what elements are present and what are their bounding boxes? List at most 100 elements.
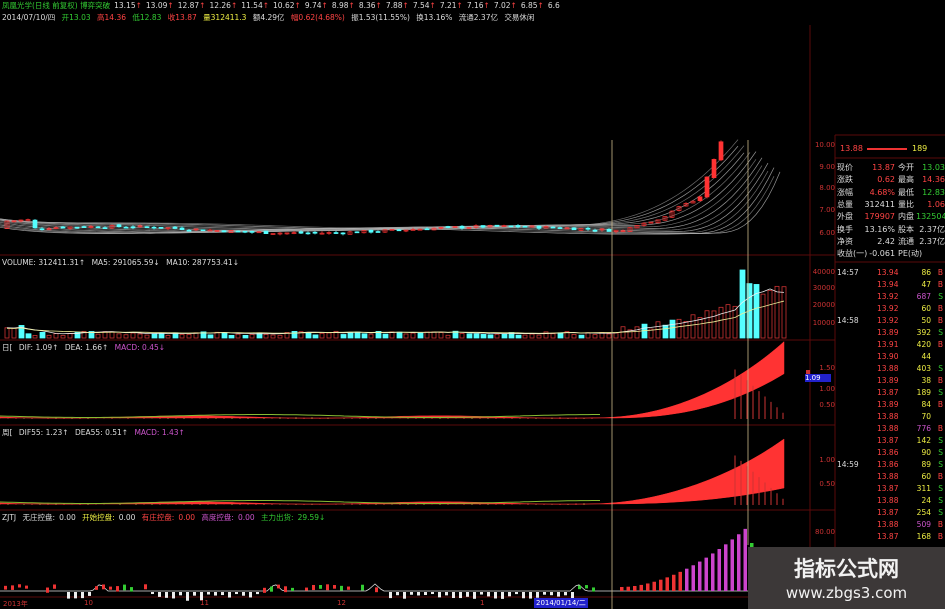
tick-price: 13.88: [877, 472, 899, 481]
tick-row: 13.87 142 S: [837, 435, 945, 447]
volume-ma-line: [6, 300, 785, 334]
tick-side: S: [938, 328, 943, 337]
candle: [326, 232, 332, 234]
zjtj-line: [0, 583, 795, 592]
quote-cell: 外盘 179907: [837, 211, 895, 223]
moving-average-line: [0, 151, 757, 232]
float: 流通2.37亿: [458, 13, 498, 22]
candle: [158, 227, 164, 229]
quote-label: 总量: [837, 199, 853, 209]
zjtj-item-value: 0.00: [237, 513, 255, 522]
candle: [144, 226, 150, 229]
candle: [648, 221, 654, 224]
zjtj-bar: [235, 592, 238, 595]
tick-side: S: [938, 484, 943, 493]
candle: [438, 226, 444, 229]
date-axis-label: 2013年: [3, 600, 28, 608]
up-arrow-icon: ↑: [230, 1, 238, 10]
volume-bar: [109, 331, 115, 339]
candle: [487, 224, 493, 228]
tick-volume: 89: [921, 460, 931, 469]
zjtj-bar: [685, 568, 689, 591]
tick-volume: 509: [916, 520, 931, 529]
candle: [445, 226, 451, 228]
tick-price: 13.88: [877, 364, 899, 373]
volume-bar: [130, 332, 136, 339]
zjtj-bar: [123, 584, 126, 591]
date-axis-label: 12: [337, 599, 346, 607]
zjtj-bar: [724, 544, 728, 591]
candle: [277, 232, 283, 235]
candle: [60, 226, 66, 229]
volume-bar: [179, 334, 185, 339]
candle: [620, 230, 626, 233]
volume-bar: [473, 333, 480, 339]
up-arrow-icon: ↑: [294, 1, 301, 10]
candle: [368, 229, 374, 233]
zjtj-bar: [88, 592, 91, 596]
candle: [431, 227, 437, 231]
candle: [459, 225, 465, 229]
volume-bar: [53, 333, 59, 339]
volume-bar: [452, 330, 459, 339]
volume-bar: [466, 333, 473, 339]
candle: [4, 220, 10, 229]
macd2-period: 周[: [2, 428, 13, 437]
candle: [193, 228, 199, 231]
price-axis-label: 8.00: [819, 184, 835, 192]
zjtj-bar: [424, 592, 427, 596]
ma-header: 凤凰光学(日线 前复权) 博弈突破 13.15↑ 13.09↑ 12.87↑ 12.26…: [2, 1, 568, 10]
zjtj-bar: [691, 565, 695, 591]
volume-label: VOLUME: 312411.31↑ MA5: 291065.59↓ MA10:…: [2, 258, 243, 267]
quote-label: 最低: [898, 187, 914, 197]
candle: [599, 228, 605, 231]
up-arrow-icon: ↑: [510, 1, 517, 10]
candle: [529, 225, 535, 228]
tick-price: 13.91: [877, 340, 899, 349]
watermark-title: 指标公式网: [794, 557, 899, 581]
quote-label: 股本: [898, 224, 914, 234]
quote-value: 179907: [864, 212, 895, 222]
volume-bar: [347, 332, 354, 339]
zjtj-bar: [672, 574, 676, 591]
volume-bar: [270, 334, 276, 339]
quote-value: 2.37亿: [919, 224, 945, 234]
zjtj-bar: [743, 528, 747, 591]
macd-current-value: 1.09: [805, 374, 831, 382]
candle: [403, 229, 409, 232]
zjtj-bar: [221, 592, 224, 596]
quote-value: 1.06: [927, 199, 945, 209]
zjtj-bar: [678, 571, 682, 591]
tick-price: 13.92: [877, 304, 899, 313]
volume-bar: [144, 334, 150, 339]
macd-period: 日[: [2, 343, 13, 352]
candle: [711, 159, 717, 179]
volume-bar: [627, 329, 633, 339]
tick-price: 13.92: [877, 316, 899, 325]
tick-row: 13.88 403 S: [837, 363, 945, 375]
candle: [543, 226, 549, 229]
volume-bar: [739, 269, 746, 339]
volume-bar: [382, 333, 389, 339]
candle: [312, 231, 318, 234]
volume-bar: [613, 332, 619, 339]
volume-bar: [46, 334, 52, 339]
tick-time: 14:58: [837, 316, 859, 325]
quote-cell: 量比 1.06: [898, 199, 945, 211]
zjtj-bar: [228, 592, 231, 598]
zjtj-item-name: 高度控盘:: [201, 513, 234, 522]
volume-bar: [718, 306, 724, 339]
ma-value: 12.87: [177, 1, 200, 10]
volume-axis-label: 30000: [812, 284, 835, 292]
open: 开13.03: [61, 13, 91, 22]
quote-value: 0.62: [877, 175, 895, 185]
candle: [361, 230, 367, 234]
tick-price: 13.92: [877, 292, 899, 301]
quote-row: 涨幅 4.68% 最低 12.83: [837, 187, 945, 199]
quote-row: 收益(一) -0.061 PE(动): [837, 248, 945, 260]
volume-bar: [438, 332, 444, 339]
tick-price: 13.89: [877, 400, 899, 409]
volume-bar: [25, 333, 32, 339]
candle: [11, 220, 17, 223]
